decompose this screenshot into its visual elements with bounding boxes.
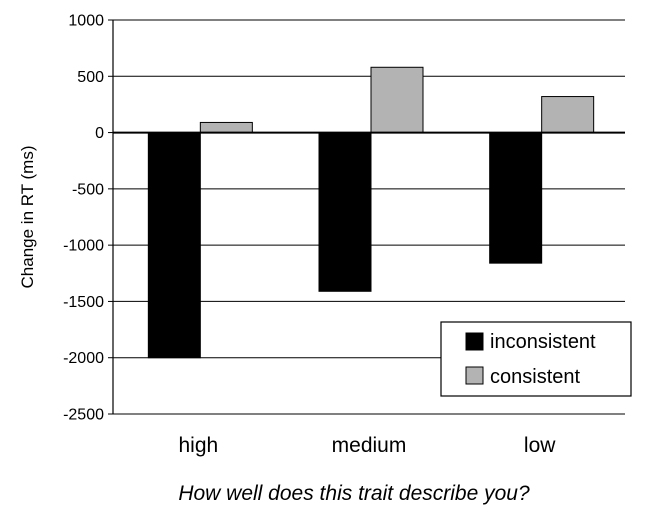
bar-inconsistent-low: [489, 132, 543, 264]
y-tick-labels: 1000 500 0 -500 -1000 -1500 -2000 -2500: [63, 13, 113, 424]
bar-consistent-low: [541, 96, 595, 134]
legend-label-inconsistent: inconsistent: [490, 331, 596, 353]
legend-swatch-consistent: [465, 366, 484, 385]
y-tick-label: -2500: [63, 407, 104, 424]
bar-inconsistent-high: [147, 132, 201, 359]
bars: [147, 66, 595, 359]
y-tick-label: -1500: [63, 294, 104, 311]
y-tick-label: 0: [95, 125, 104, 142]
bar-consistent-medium: [370, 66, 424, 134]
y-tick-label: -500: [72, 181, 104, 198]
y-tick-label: -2000: [63, 350, 104, 367]
bar-consistent-high: [199, 121, 253, 134]
y-tick-label: -1000: [63, 238, 104, 255]
y-tick-label: 1000: [68, 13, 104, 30]
legend: inconsistent consistent: [440, 321, 632, 397]
x-tick-label-low: low: [524, 434, 556, 457]
x-tick-labels: high medium low: [178, 434, 556, 457]
legend-swatch-inconsistent: [465, 332, 484, 351]
x-tick-label-medium: medium: [332, 434, 407, 457]
bar-inconsistent-medium: [318, 132, 372, 292]
y-tick-label: 500: [77, 69, 104, 86]
y-axis-label: Change in RT (ms): [18, 146, 37, 289]
legend-label-consistent: consistent: [490, 366, 580, 388]
x-tick-label-high: high: [178, 434, 218, 457]
x-axis-label: How well does this trait describe you?: [178, 482, 530, 505]
